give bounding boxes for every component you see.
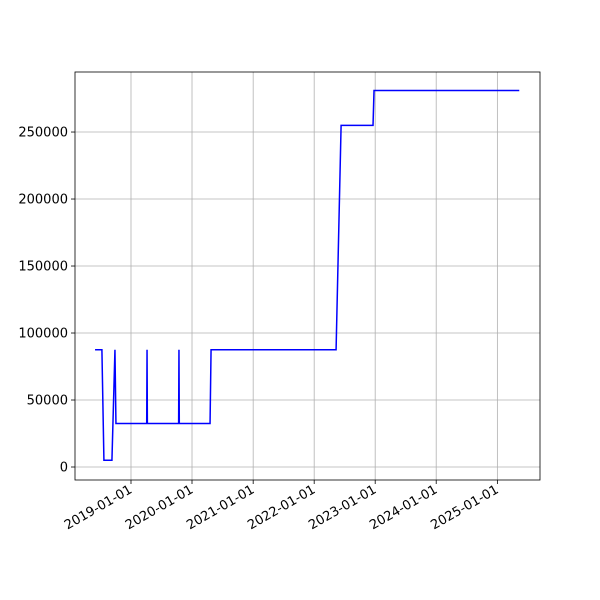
plot-frame: [74, 71, 541, 481]
y-tick-label: 250000: [18, 126, 68, 141]
y-tick-label: 0: [60, 461, 68, 476]
data-line: [95, 89, 520, 462]
y-tick-label: 150000: [18, 260, 68, 275]
y-tick-label: 100000: [18, 327, 68, 342]
y-tick-label: 200000: [18, 193, 68, 208]
y-tick-label: 50000: [27, 394, 68, 409]
